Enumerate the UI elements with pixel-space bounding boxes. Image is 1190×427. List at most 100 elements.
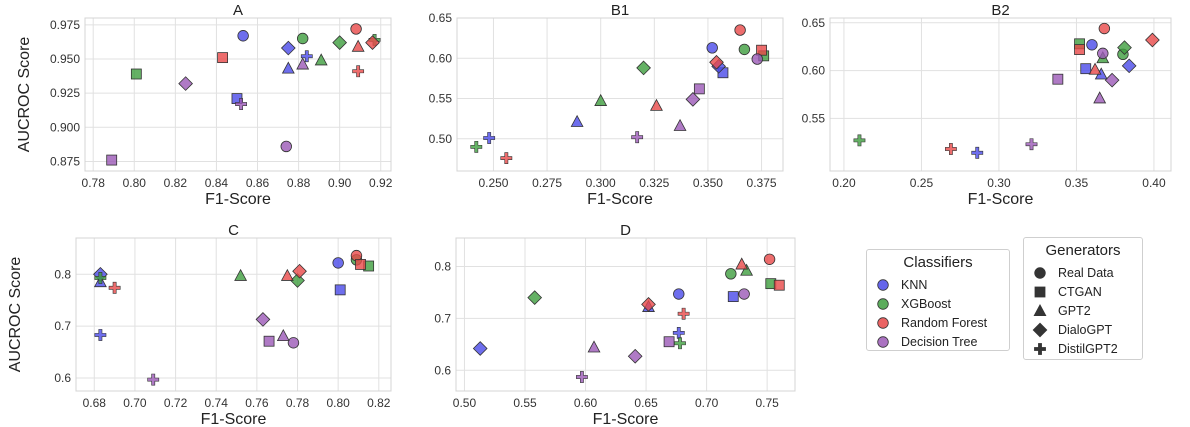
plot-area — [457, 18, 783, 171]
legend-item-random-forest: Random Forest — [867, 313, 1009, 332]
legend-marker-icon — [1034, 342, 1046, 355]
point-random-forest-distilgpt2 — [352, 65, 365, 78]
legend-label: Decision Tree — [901, 334, 978, 349]
point-random-forest-ctgan — [217, 52, 228, 64]
panel-b1: 0.250 0.275 0.300 0.325 0.350 0.375 0.50 0.55 0.… — [429, 2, 784, 208]
x-tick-label: 0.72 — [164, 396, 188, 410]
legend-label: Random Forest — [901, 315, 988, 330]
y-tick-label: 0.65 — [802, 16, 826, 30]
x-tick-label: 0.80 — [326, 396, 350, 410]
point-random-forest-gpt2 — [351, 39, 365, 52]
y-axis-label: AUCROC Score — [7, 257, 24, 373]
x-tick-label: 0.60 — [574, 396, 598, 410]
plot-area — [76, 238, 391, 391]
point-random-forest-ctgan — [355, 259, 366, 270]
point-decision-tree-real-data — [1097, 47, 1109, 60]
point-decision-tree-distilgpt2 — [1025, 138, 1038, 151]
x-tick-label: 0.75 — [755, 396, 779, 410]
point-decision-tree-gpt2 — [276, 328, 290, 342]
y-tick-label: 0.875 — [50, 154, 80, 168]
point-random-forest-ctgan — [1074, 44, 1085, 55]
point-knn-real-data — [332, 257, 344, 269]
point-decision-tree-real-data — [287, 337, 300, 349]
legend-swatch — [1033, 303, 1047, 316]
point-random-forest-gpt2 — [649, 98, 663, 111]
legend-swatch — [1034, 286, 1046, 297]
legend-label: CTGAN — [1058, 284, 1102, 299]
y-tick-label: 0.7 — [434, 311, 451, 325]
legend-swatch — [877, 316, 889, 329]
y-tick-label: 0.950 — [50, 52, 80, 66]
x-tick-label: 0.55 — [513, 396, 537, 410]
legend-item-gpt2: GPT2 — [1024, 301, 1142, 320]
legend-marker-icon — [877, 278, 889, 291]
point-decision-tree-real-data — [738, 288, 750, 300]
point-decision-tree-gpt2 — [587, 340, 601, 353]
legend-item-xgboost: XGBoost — [867, 294, 1009, 313]
point-knn-ctgan — [727, 291, 739, 303]
point-knn-distilgpt2 — [94, 329, 107, 341]
x-tick-label: 0.35 — [1065, 176, 1089, 190]
point-knn-real-data — [237, 30, 249, 42]
plot-frame — [75, 237, 392, 392]
point-random-forest-dialogpt — [292, 263, 307, 279]
x-axis-label: F1-Score — [968, 191, 1034, 208]
point-decision-tree-real-data — [751, 53, 763, 65]
point-decision-tree-distilgpt2 — [235, 98, 247, 110]
x-tick-label: 0.30 — [987, 176, 1011, 190]
plot-frame — [829, 17, 1172, 172]
x-tick-label: 0.300 — [586, 176, 616, 190]
plot-frame — [456, 17, 784, 172]
point-knn-distilgpt2 — [483, 132, 496, 144]
x-tick-label: 0.50 — [453, 396, 477, 410]
point-xgboost-gpt2 — [594, 93, 608, 106]
point-xgboost-distilgpt2 — [853, 134, 866, 147]
panel-b2: 0.20 0.25 0.30 0.35 0.40 0.55 0.60 0.65 B2 F1-Sco… — [802, 2, 1172, 208]
x-tick-label: 0.78 — [82, 176, 106, 190]
legend-marker-icon — [1032, 322, 1048, 337]
legend-marker-icon — [877, 316, 889, 329]
legend-label: Real Data — [1058, 265, 1114, 280]
point-xgboost-gpt2 — [740, 263, 754, 276]
generators-legend: Generators Real Data CTGAN GPT2 DialoGPT Dis… — [1023, 237, 1143, 360]
x-tick-label: 0.275 — [532, 176, 562, 190]
point-random-forest-gpt2 — [280, 268, 294, 281]
point-knn-gpt2 — [281, 61, 295, 74]
panel-title: D — [620, 222, 631, 239]
point-knn-dialogpt — [280, 40, 296, 56]
point-random-forest-distilgpt2 — [108, 281, 121, 294]
point-xgboost-dialogpt — [1117, 40, 1132, 56]
y-axis-label: AUCROC Score — [16, 37, 33, 153]
point-decision-tree-distilgpt2 — [147, 373, 160, 386]
legend-swatch — [1032, 322, 1048, 337]
point-xgboost-real-data — [725, 268, 737, 280]
legend-label: GPT2 — [1058, 303, 1091, 318]
point-random-forest-dialogpt — [641, 297, 656, 312]
point-decision-tree-dialogpt — [627, 348, 643, 364]
legend-swatch — [1034, 266, 1046, 279]
y-tick-label: 0.50 — [429, 132, 453, 146]
point-random-forest-gpt2 — [735, 257, 749, 270]
x-tick-label: 0.80 — [123, 176, 147, 190]
legend-item-real-data: Real Data — [1024, 263, 1142, 282]
legend-swatch — [1034, 342, 1046, 355]
point-random-forest-distilgpt2 — [500, 152, 513, 165]
point-decision-tree-ctgan — [106, 154, 118, 166]
point-xgboost-distilgpt2 — [470, 140, 483, 153]
y-tick-label: 0.8 — [54, 267, 71, 281]
x-axis-label: F1-Score — [205, 191, 271, 208]
panel-a: 0.78 0.80 0.82 0.84 0.86 0.88 0.90 0.92 0.875 0.9… — [16, 2, 393, 208]
panel-title: B2 — [991, 2, 1009, 19]
panel-d: 0.50 0.55 0.60 0.65 0.70 0.75 0.6 0.7 0.8 D F1-Sco… — [434, 222, 796, 427]
x-tick-label: 0.70 — [123, 396, 147, 410]
legend-swatch — [877, 335, 889, 348]
point-xgboost-real-data — [738, 43, 751, 56]
x-tick-label: 0.76 — [245, 396, 269, 410]
point-xgboost-dialogpt — [636, 60, 651, 76]
plot-frame — [455, 237, 796, 392]
point-random-forest-real-data — [350, 23, 362, 35]
point-knn-real-data — [1086, 39, 1098, 51]
legend-marker-icon — [877, 297, 889, 310]
legend-marker-icon — [1034, 266, 1046, 279]
panel-title: B1 — [611, 2, 629, 19]
